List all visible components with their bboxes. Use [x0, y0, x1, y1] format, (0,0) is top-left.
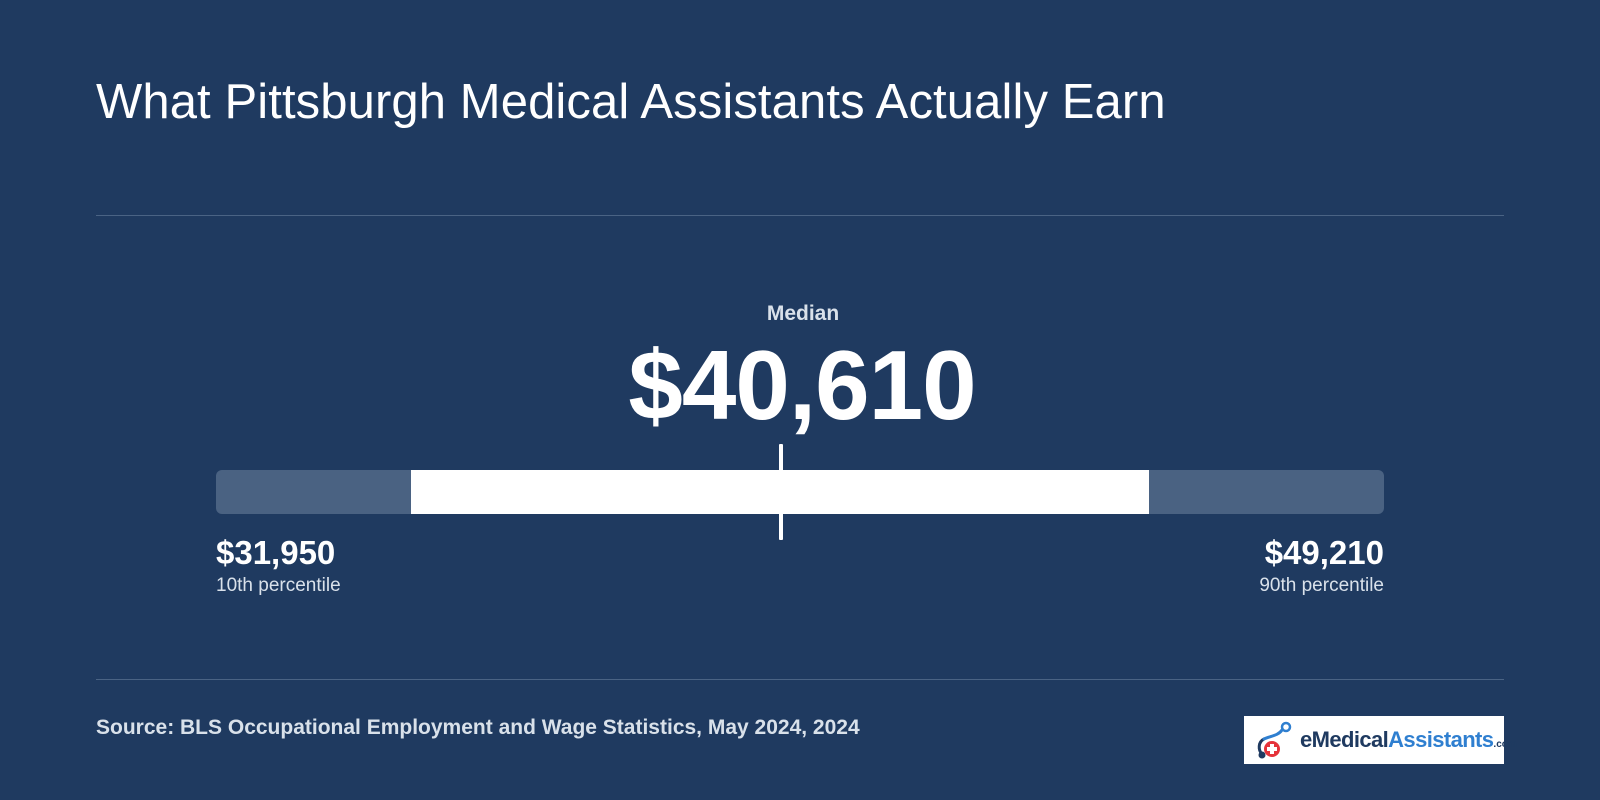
low-percentile-label: 10th percentile: [216, 575, 341, 596]
median-label: Median: [766, 302, 840, 325]
top-divider: [96, 215, 1504, 216]
bottom-divider: [96, 679, 1504, 680]
logo-wordmark: eMedicalAssistants.com: [1300, 727, 1517, 752]
source-note: Source: BLS Occupational Employment and …: [96, 716, 860, 739]
brand-logo[interactable]: eMedicalAssistants.com: [1244, 716, 1517, 764]
stethoscope-cross-icon: [1257, 721, 1292, 759]
low-percentile-group: $31,950 10th percentile: [216, 534, 341, 597]
median-marker: [779, 444, 784, 540]
chart-title: What Pittsburgh Medical Assistants Actua…: [96, 75, 1166, 129]
high-percentile-value: $49,210: [1264, 534, 1384, 571]
high-percentile-group: $49,210 90th percentile: [1259, 534, 1384, 597]
low-percentile-value: $31,950: [216, 534, 336, 571]
median-value: $40,610: [628, 330, 976, 440]
high-percentile-label: 90th percentile: [1259, 575, 1384, 596]
